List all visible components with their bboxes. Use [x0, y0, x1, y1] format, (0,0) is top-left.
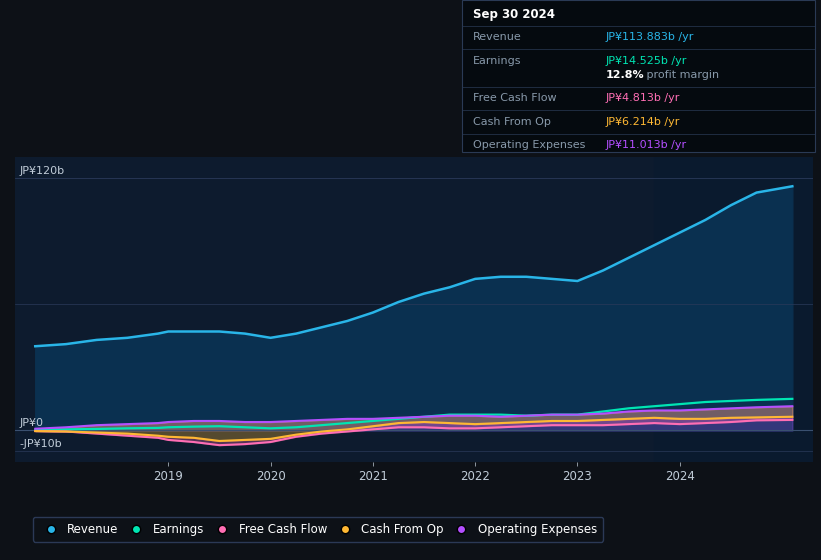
Bar	[654, 157, 821, 462]
Text: -JP¥10b: -JP¥10b	[20, 440, 62, 449]
Text: JP¥14.525b /yr: JP¥14.525b /yr	[606, 56, 687, 66]
Text: profit margin: profit margin	[643, 70, 719, 80]
Text: Free Cash Flow: Free Cash Flow	[473, 94, 557, 104]
Text: Operating Expenses: Operating Expenses	[473, 141, 585, 150]
Legend: Revenue, Earnings, Free Cash Flow, Cash From Op, Operating Expenses: Revenue, Earnings, Free Cash Flow, Cash …	[33, 517, 603, 542]
Text: JP¥4.813b /yr: JP¥4.813b /yr	[606, 94, 681, 104]
Text: JP¥11.013b /yr: JP¥11.013b /yr	[606, 141, 687, 150]
Text: JP¥0: JP¥0	[20, 418, 44, 428]
Text: JP¥113.883b /yr: JP¥113.883b /yr	[606, 32, 695, 43]
Text: Sep 30 2024: Sep 30 2024	[473, 8, 555, 21]
Text: Earnings: Earnings	[473, 56, 521, 66]
Text: Revenue: Revenue	[473, 32, 521, 43]
Text: Cash From Op: Cash From Op	[473, 117, 551, 127]
Text: 12.8%: 12.8%	[606, 70, 644, 80]
Text: JP¥6.214b /yr: JP¥6.214b /yr	[606, 117, 681, 127]
Text: JP¥120b: JP¥120b	[20, 166, 65, 176]
